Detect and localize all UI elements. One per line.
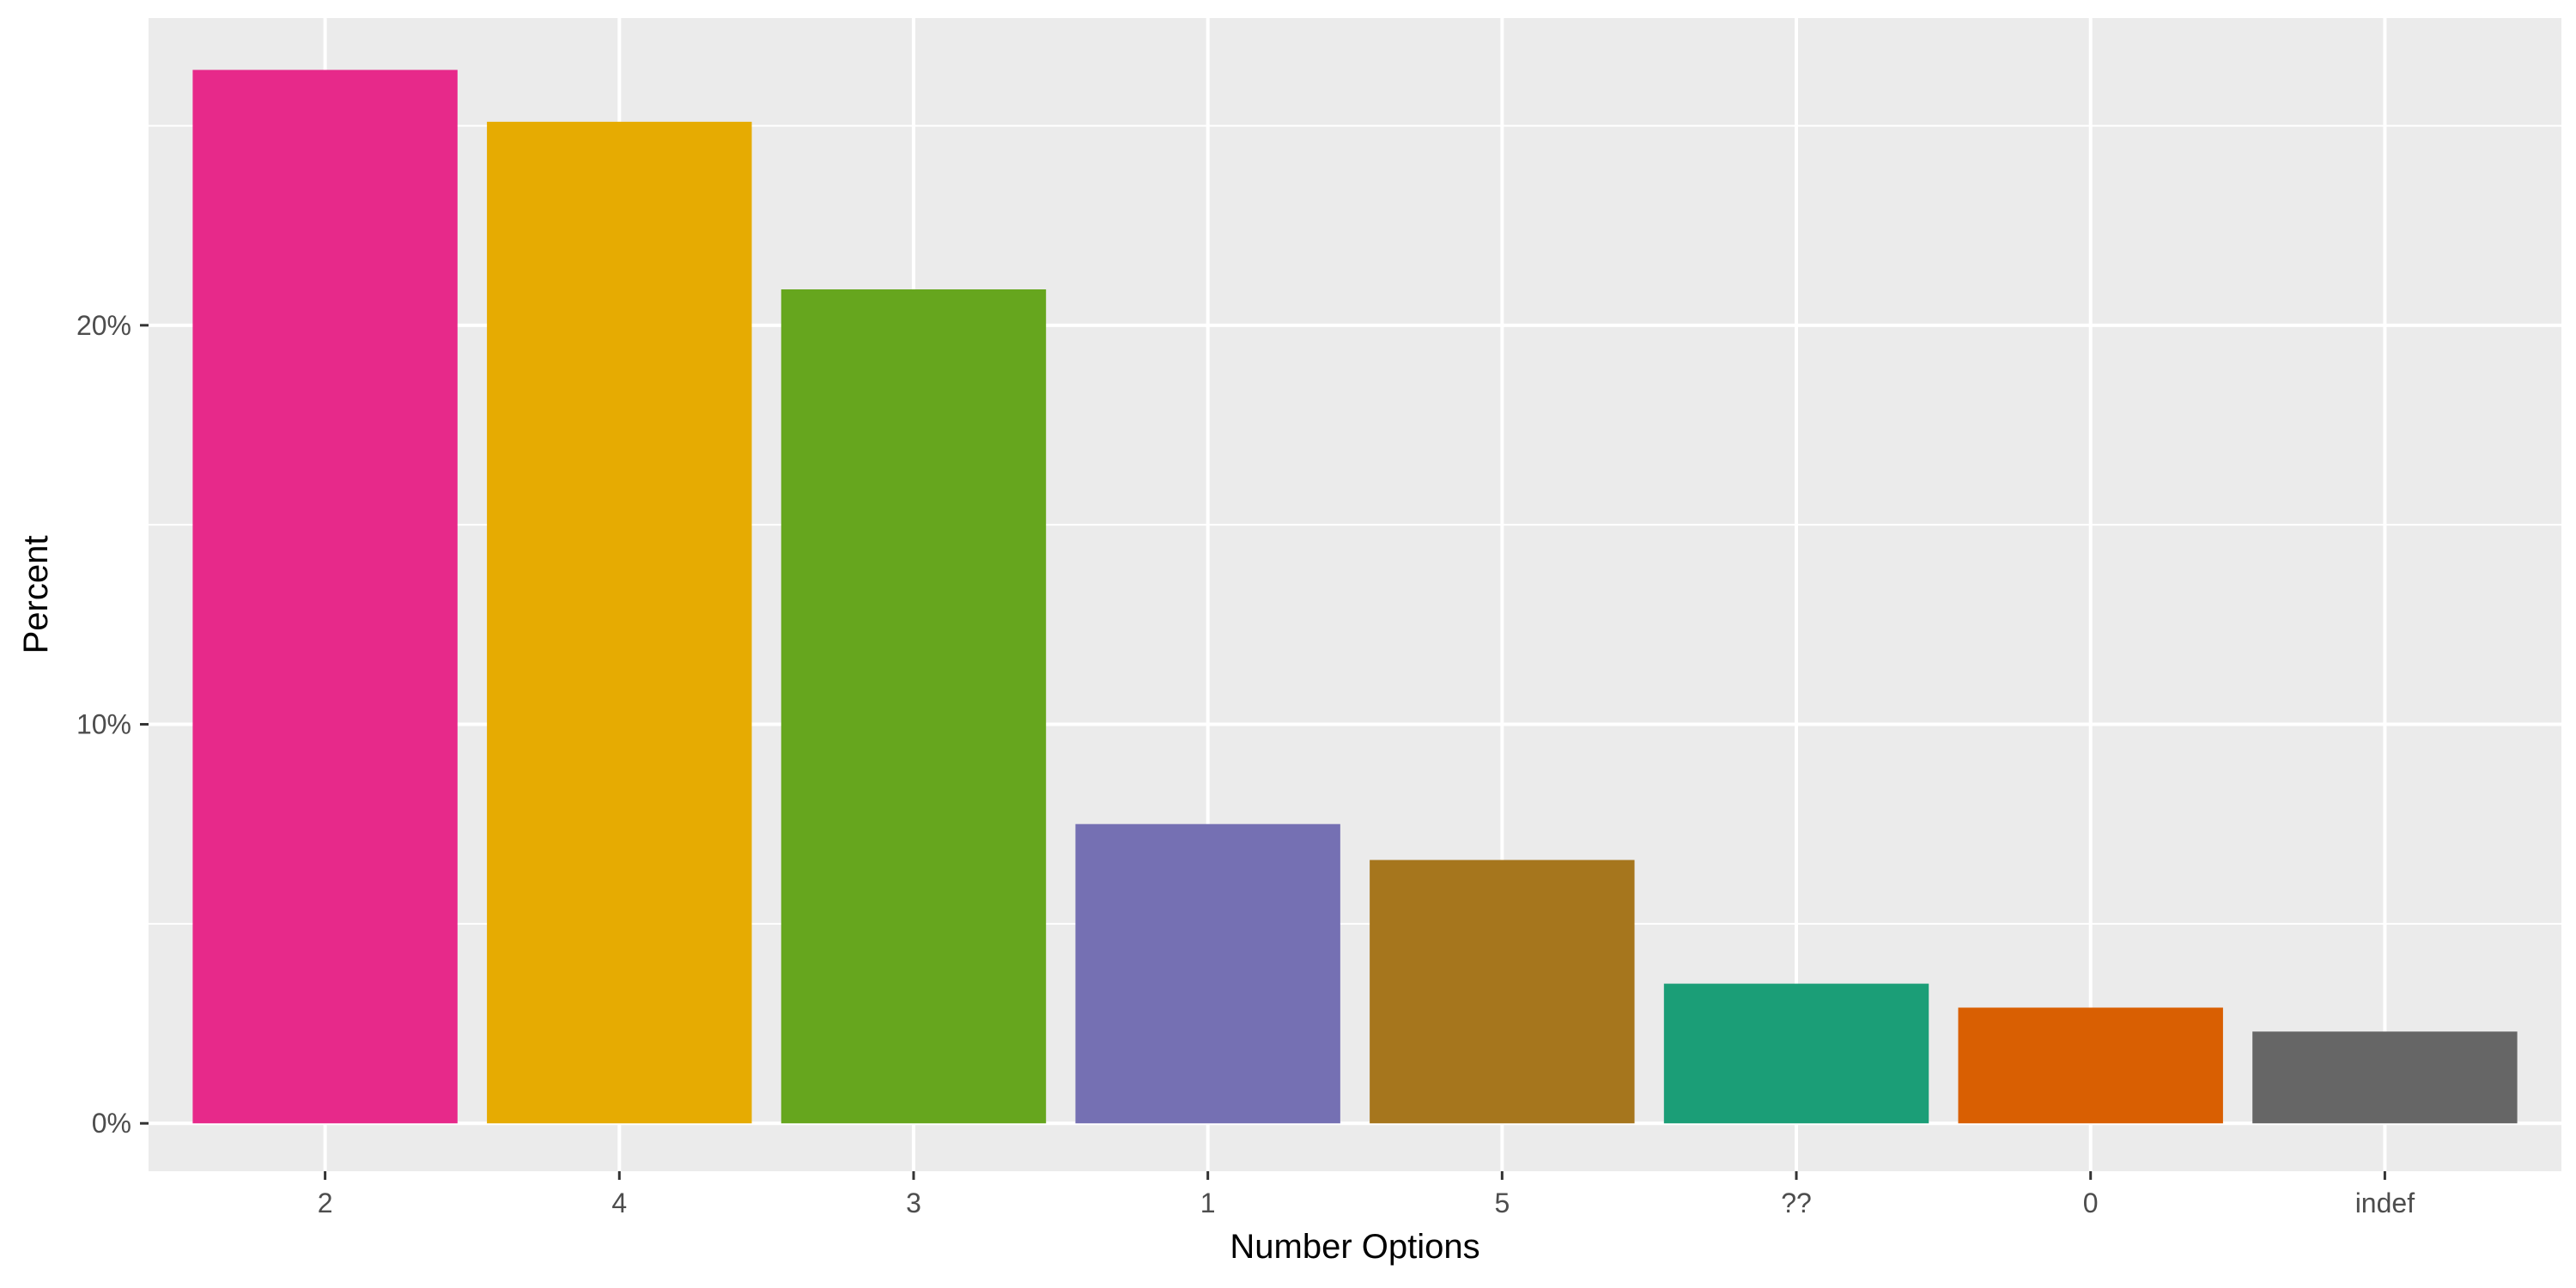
bar-indef [2252, 1031, 2518, 1124]
x-tick-label: 1 [1200, 1188, 1216, 1218]
bar-?? [1663, 983, 1929, 1124]
bar-2 [192, 70, 458, 1124]
x-tick-label: 4 [611, 1188, 627, 1218]
x-tick-label: 0 [2083, 1188, 2099, 1218]
x-tick-label: 2 [318, 1188, 333, 1218]
x-axis-title: Number Options [1230, 1228, 1479, 1266]
bar-3 [781, 289, 1047, 1124]
y-tick-label: 20% [76, 310, 131, 341]
bars [192, 70, 2518, 1124]
bar-1 [1075, 823, 1340, 1124]
x-tick-label: ?? [1781, 1188, 1812, 1218]
x-tick-label: 5 [1494, 1188, 1510, 1218]
bar-4 [487, 121, 752, 1124]
y-axis-title: Percent [17, 536, 55, 654]
bar-0 [1958, 1007, 2223, 1124]
y-tick-label: 0% [92, 1108, 131, 1139]
y-axis-ticks: 0% 10% 20% [76, 310, 149, 1139]
x-tick-label: indef [2355, 1188, 2415, 1218]
bar-5 [1370, 860, 1635, 1124]
x-axis-ticks: 2 4 3 1 5?? 0 indef [318, 1171, 2415, 1218]
y-tick-label: 10% [76, 709, 131, 740]
x-tick-label: 3 [906, 1188, 921, 1218]
